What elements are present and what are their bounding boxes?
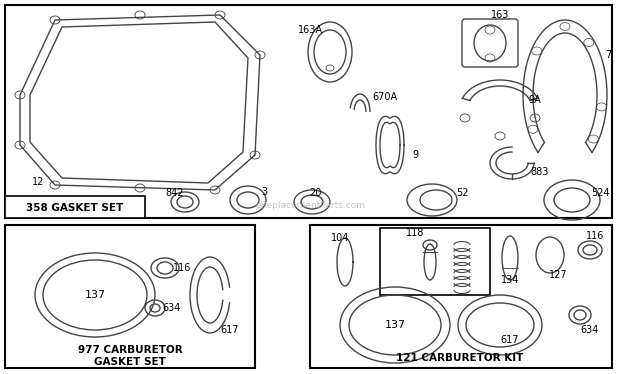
Text: 104: 104 [331, 233, 349, 243]
Bar [380, 228, 490, 295]
Text: 163: 163 [491, 10, 509, 20]
Text: 634: 634 [581, 325, 599, 335]
Text: eReplacementParts.com: eReplacementParts.com [255, 200, 365, 209]
Text: 20: 20 [309, 188, 321, 198]
Bar [310, 225, 612, 368]
Bar [5, 196, 145, 218]
Text: 118: 118 [406, 228, 424, 238]
Text: 9: 9 [412, 150, 418, 160]
Text: 7: 7 [605, 50, 611, 60]
Text: 163A: 163A [298, 25, 322, 35]
Text: 3: 3 [261, 187, 267, 197]
Text: 137: 137 [84, 290, 105, 300]
Bar [5, 225, 255, 368]
Text: 121 CARBURETOR KIT: 121 CARBURETOR KIT [396, 353, 524, 363]
Text: 524: 524 [591, 188, 609, 198]
Bar [5, 5, 612, 218]
Text: 127: 127 [549, 270, 567, 280]
Text: 137: 137 [384, 320, 405, 330]
Text: 9A: 9A [529, 95, 541, 105]
Text: 617: 617 [501, 335, 520, 345]
Text: 883: 883 [531, 167, 549, 177]
Text: 12: 12 [32, 177, 44, 187]
Text: 116: 116 [173, 263, 191, 273]
Text: 617: 617 [221, 325, 239, 335]
Text: 634: 634 [163, 303, 181, 313]
Text: 842: 842 [166, 188, 184, 198]
Text: 52: 52 [456, 188, 468, 198]
Text: 116: 116 [586, 231, 604, 241]
Text: 358 GASKET SET: 358 GASKET SET [27, 203, 123, 213]
Text: 670A: 670A [373, 92, 397, 102]
Text: 134: 134 [501, 275, 519, 285]
Text: 977 CARBURETOR
GASKET SET: 977 CARBURETOR GASKET SET [78, 345, 182, 367]
